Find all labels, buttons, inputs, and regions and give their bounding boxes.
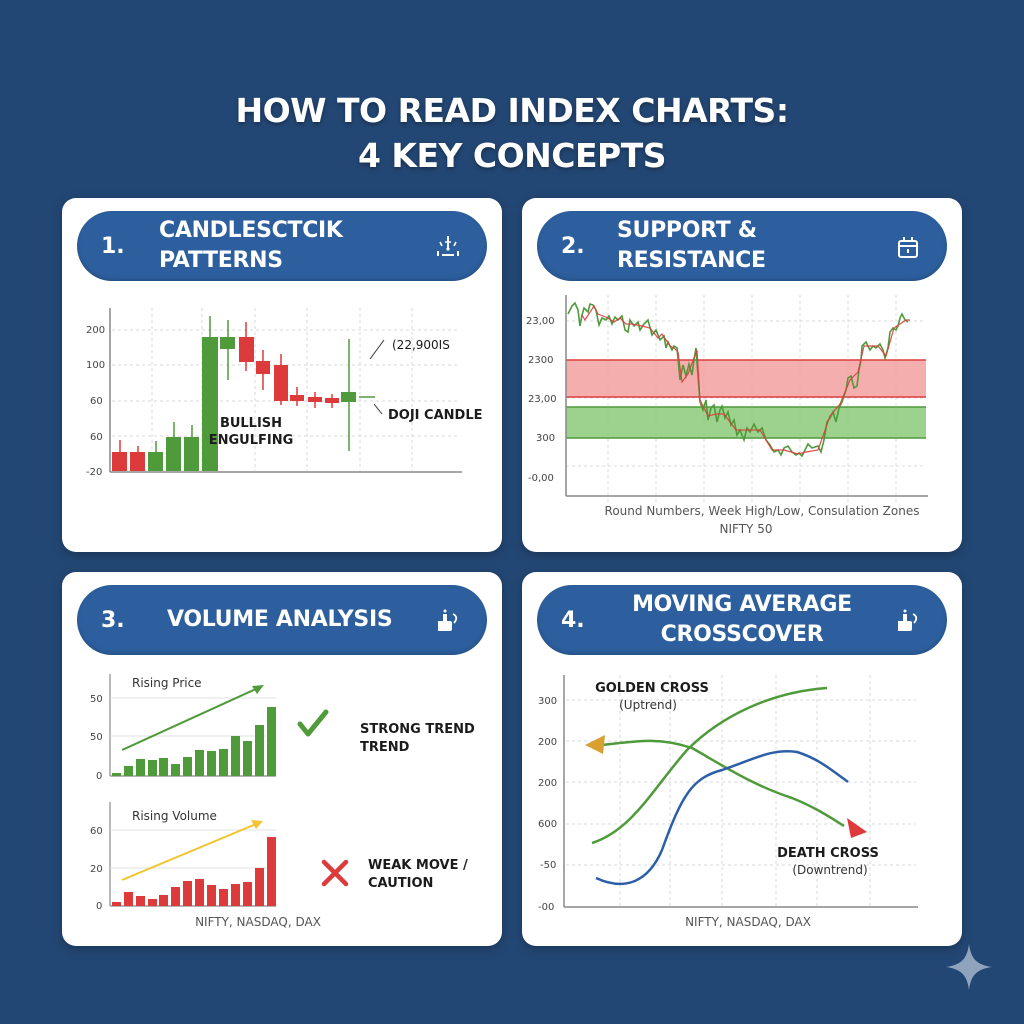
rising-volume-chart: 60 20 0 Rising Volume [90, 802, 468, 929]
card-title: VOLUME ANALYSIS [167, 607, 393, 632]
rising-price-chart: 50 50 0 Rising Price [90, 674, 475, 782]
card-candlestick-patterns: 1. CANDLESCTCIK PATTERNS [62, 198, 502, 552]
card-title: SUPPORT & RESISTANCE [617, 218, 766, 273]
chart-caption-line1: Round Numbers, Week High/Low, Consulatio… [605, 504, 920, 518]
rising-volume-label: Rising Volume [132, 809, 217, 823]
card-header: 2. SUPPORT & RESISTANCE [537, 211, 947, 281]
y-tick: 200 [86, 325, 105, 336]
y-tick: 2300 [528, 355, 553, 366]
y-tick: -20 [86, 467, 102, 478]
y-tick: 23,00 [528, 394, 557, 405]
check-icon [297, 709, 329, 737]
thumbs-up-icon [438, 609, 458, 631]
thumbs-up-icon [898, 609, 918, 631]
y-tick: 0 [96, 901, 102, 912]
y-tick: 600 [538, 819, 557, 830]
card-volume-analysis: 3. VOLUME ANALYSIS 50 50 0 Rising Price [62, 572, 502, 946]
resistance-zone [566, 360, 926, 397]
card-header: 1. CANDLESCTCIK PATTERNS [77, 211, 487, 281]
card-number: 2. [561, 233, 585, 259]
card-title: CANDLESCTCIK PATTERNS [159, 218, 343, 273]
y-tick: 60 [90, 826, 103, 837]
strong-trend-line1: STRONG TREND [360, 722, 475, 737]
page-title-line2: 4 KEY CONCEPTS [357, 136, 667, 175]
candlestick-chart: 200 100 60 60 -20 [86, 308, 482, 478]
slow-ma-line [601, 739, 845, 828]
fast-ma-line [591, 686, 828, 845]
y-tick: 200 [538, 778, 557, 789]
golden-cross-line2: (Uptrend) [619, 698, 677, 712]
y-tick: 60 [90, 396, 103, 407]
chart-caption: NIFTY, NASDAQ, DAX [195, 915, 321, 929]
weak-move-line1: WEAK MOVE / [368, 858, 468, 873]
y-tick: 200 [538, 737, 557, 748]
y-tick: 300 [538, 696, 557, 707]
death-cross-line2: (Downtrend) [792, 863, 867, 877]
price-line [595, 749, 849, 886]
y-tick: 20 [90, 864, 103, 875]
price-annotation: (22,900IS [392, 338, 450, 352]
y-tick: 50 [90, 732, 103, 743]
chart-caption: NIFTY, NASDAQ, DAX [685, 915, 811, 929]
card-number: 4. [561, 607, 585, 633]
card-number: 3. [101, 607, 125, 633]
y-tick: -00 [538, 902, 554, 913]
y-tick: 60 [90, 432, 103, 443]
weak-move-line2: CAUTION [368, 876, 433, 891]
y-tick: 100 [86, 360, 105, 371]
card-support-resistance: 2. SUPPORT & RESISTANCE [522, 198, 962, 552]
card-number: 1. [101, 233, 125, 259]
death-arrow-icon [847, 818, 867, 838]
card-title-line2: CROSSCOVER [660, 622, 824, 647]
y-tick: 0 [96, 771, 102, 782]
golden-cross-line1: GOLDEN CROSS [595, 681, 709, 696]
engulfing-annotation-line2: ENGULFING [209, 433, 294, 448]
card-moving-average-crossover: 4. MOVING AVERAGE CROSSCOVER [522, 572, 962, 946]
x-cross-icon [321, 859, 349, 887]
death-cross-line1: DEATH CROSS [777, 846, 879, 861]
candles [112, 316, 375, 471]
candle-download-icon [437, 236, 459, 256]
card-title: MOVING AVERAGE CROSSCOVER [597, 590, 887, 650]
chart-caption-line2: NIFTY 50 [720, 522, 773, 536]
doji-annotation: DOJI CANDLE [388, 408, 482, 423]
y-tick: -0,00 [528, 473, 554, 484]
card-header: 4. MOVING AVERAGE CROSSCOVER [537, 585, 947, 655]
volume-charts: 50 50 0 Rising Price [90, 674, 475, 929]
sparkle-icon [946, 944, 992, 990]
rising-price-label: Rising Price [132, 676, 202, 690]
card-title-line1: MOVING AVERAGE [632, 592, 852, 617]
y-tick: -50 [540, 860, 556, 871]
y-tick: 50 [90, 694, 103, 705]
price-bars [112, 707, 276, 776]
ma-crossover-chart: 300 200 200 600 -50 -00 GOLDEN CROSS (Up… [538, 675, 918, 929]
calendar-icon [898, 237, 918, 258]
volume-bars [112, 837, 276, 906]
y-tick: 300 [536, 433, 555, 444]
golden-arrow-icon [585, 735, 605, 754]
card-header: 3. VOLUME ANALYSIS [77, 585, 487, 655]
engulfing-annotation-line1: BULLISH [220, 416, 282, 431]
page-title: HOW TO READ INDEX CHARTS: 4 KEY CONCEPTS [0, 88, 1024, 178]
support-resistance-chart: 23,00 2300 23,00 300 -0,00 Round Numbers… [526, 295, 928, 536]
y-tick: 23,00 [526, 316, 555, 327]
strong-trend-line2: TREND [360, 740, 410, 755]
page-title-line1: HOW TO READ INDEX CHARTS: [235, 91, 789, 130]
